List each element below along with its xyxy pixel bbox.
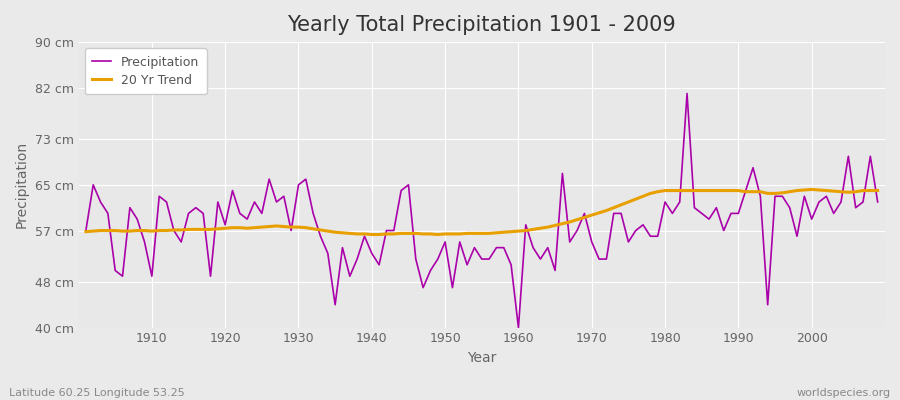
Precipitation bbox=[513, 325, 524, 330]
20 Yr Trend bbox=[520, 228, 531, 233]
20 Yr Trend bbox=[366, 232, 377, 237]
Precipitation bbox=[520, 222, 531, 227]
Precipitation bbox=[345, 274, 356, 278]
Y-axis label: Precipitation: Precipitation bbox=[15, 141, 29, 228]
20 Yr Trend bbox=[80, 229, 91, 234]
20 Yr Trend bbox=[872, 188, 883, 193]
X-axis label: Year: Year bbox=[467, 351, 497, 365]
20 Yr Trend bbox=[140, 228, 150, 233]
20 Yr Trend bbox=[608, 205, 619, 210]
Precipitation bbox=[140, 240, 150, 244]
Precipitation bbox=[872, 200, 883, 204]
20 Yr Trend bbox=[806, 187, 817, 192]
Text: worldspecies.org: worldspecies.org bbox=[796, 388, 891, 398]
Line: 20 Yr Trend: 20 Yr Trend bbox=[86, 190, 878, 234]
Precipitation bbox=[681, 91, 692, 96]
Line: Precipitation: Precipitation bbox=[86, 94, 878, 328]
Title: Yearly Total Precipitation 1901 - 2009: Yearly Total Precipitation 1901 - 2009 bbox=[287, 15, 676, 35]
Precipitation bbox=[506, 262, 517, 267]
Text: Latitude 60.25 Longitude 53.25: Latitude 60.25 Longitude 53.25 bbox=[9, 388, 184, 398]
Legend: Precipitation, 20 Yr Trend: Precipitation, 20 Yr Trend bbox=[85, 48, 207, 94]
20 Yr Trend bbox=[345, 231, 356, 236]
20 Yr Trend bbox=[513, 229, 524, 234]
Precipitation bbox=[301, 177, 311, 182]
Precipitation bbox=[80, 228, 91, 233]
20 Yr Trend bbox=[301, 225, 311, 230]
Precipitation bbox=[608, 211, 619, 216]
